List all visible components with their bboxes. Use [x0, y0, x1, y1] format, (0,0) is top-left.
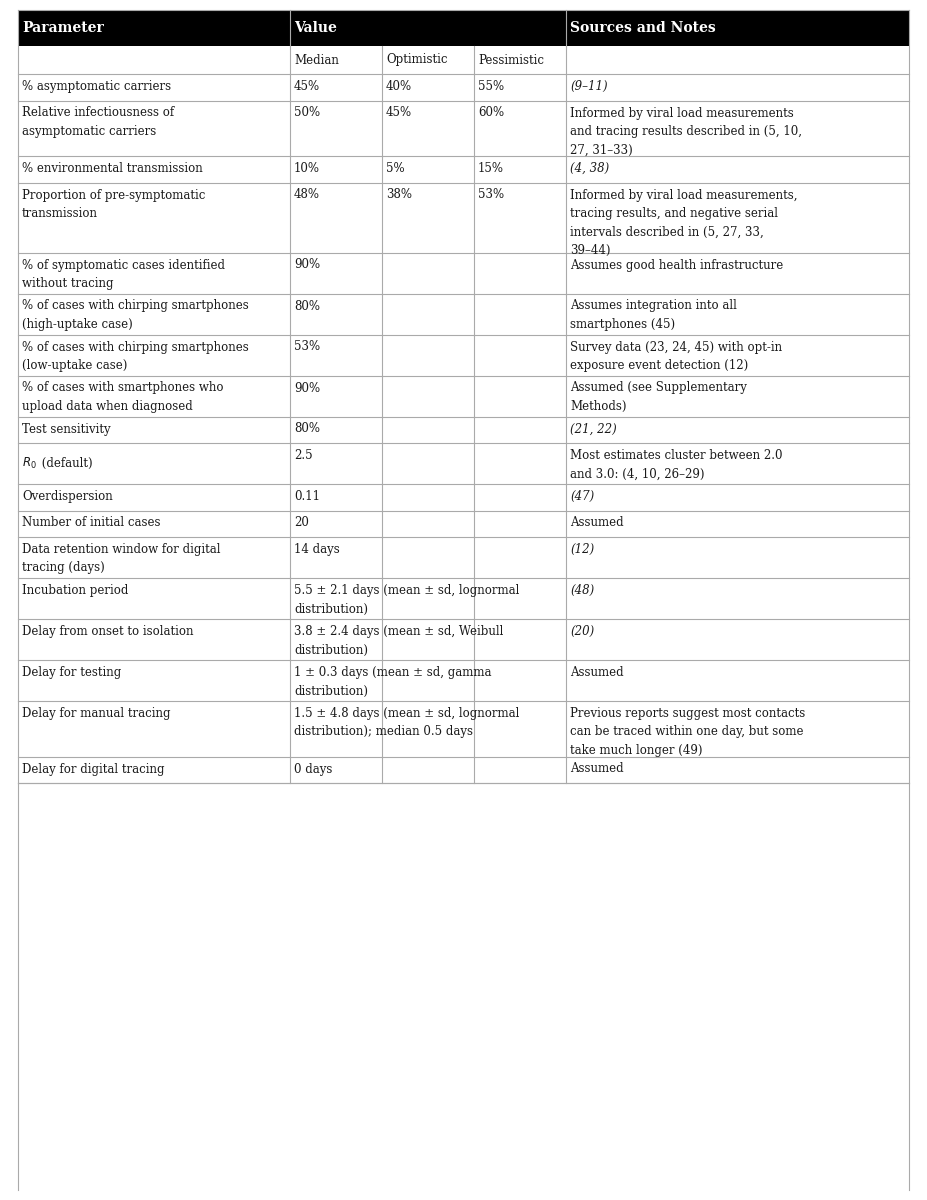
Bar — [18, 252, 909, 294]
Text: Survey data (23, 24, 45) with opt-in
exposure event detection (12): Survey data (23, 24, 45) with opt-in exp… — [570, 341, 782, 372]
Text: 2.5: 2.5 — [294, 449, 312, 462]
Text: 0.11: 0.11 — [294, 490, 320, 503]
Text: Incubation period: Incubation period — [22, 584, 128, 596]
Text: Delay from onset to isolation: Delay from onset to isolation — [22, 625, 194, 638]
Text: Assumes good health infrastructure: Assumes good health infrastructure — [570, 258, 783, 271]
Text: 15%: 15% — [478, 162, 504, 175]
Text: Delay for testing: Delay for testing — [22, 666, 121, 679]
Text: (default): (default) — [38, 457, 93, 470]
Bar — [18, 660, 909, 701]
Text: % of cases with chirping smartphones
(high-uptake case): % of cases with chirping smartphones (hi… — [22, 300, 248, 331]
Text: Informed by viral load measurements,
tracing results, and negative serial
interv: Informed by viral load measurements, tra… — [570, 188, 797, 257]
Text: (21, 22): (21, 22) — [570, 422, 616, 436]
Bar — [18, 578, 909, 619]
Text: 0 days: 0 days — [294, 762, 333, 775]
Text: 3.8 ± 2.4 days (mean ± sd, Weibull
distribution): 3.8 ± 2.4 days (mean ± sd, Weibull distr… — [294, 625, 503, 656]
Text: (48): (48) — [570, 584, 594, 596]
Text: (9–11): (9–11) — [570, 80, 607, 92]
Text: (12): (12) — [570, 542, 594, 556]
Bar — [18, 701, 909, 756]
Text: 20: 20 — [294, 516, 309, 529]
Text: 45%: 45% — [294, 80, 320, 92]
Text: Assumes integration into all
smartphones (45): Assumes integration into all smartphones… — [570, 300, 737, 331]
Text: % of cases with smartphones who
upload data when diagnosed: % of cases with smartphones who upload d… — [22, 382, 223, 413]
Text: (47): (47) — [570, 490, 594, 503]
Text: Informed by viral load measurements
and tracing results described in (5, 10,
27,: Informed by viral load measurements and … — [570, 107, 802, 156]
Bar — [18, 156, 909, 182]
Text: 48%: 48% — [294, 188, 320, 202]
Text: $R_0$: $R_0$ — [22, 456, 37, 472]
Bar — [18, 484, 909, 510]
Text: 53%: 53% — [478, 188, 504, 202]
Text: Overdispersion: Overdispersion — [22, 490, 113, 503]
Text: 5.5 ± 2.1 days (mean ± sd, lognormal
distribution): 5.5 ± 2.1 days (mean ± sd, lognormal dis… — [294, 584, 519, 616]
Bar — [18, 294, 909, 335]
Text: 50%: 50% — [294, 107, 320, 120]
Text: Delay for digital tracing: Delay for digital tracing — [22, 762, 164, 775]
Text: Median: Median — [294, 54, 339, 66]
Bar — [18, 74, 909, 101]
Bar — [18, 510, 909, 538]
Bar — [18, 443, 909, 484]
Text: Data retention window for digital
tracing (days): Data retention window for digital tracin… — [22, 542, 221, 575]
Text: 60%: 60% — [478, 107, 504, 120]
Bar — [18, 416, 909, 443]
Text: 10%: 10% — [294, 162, 320, 175]
Text: (20): (20) — [570, 625, 594, 638]
Text: Delay for manual tracing: Delay for manual tracing — [22, 707, 171, 720]
Text: % of cases with chirping smartphones
(low-uptake case): % of cases with chirping smartphones (lo… — [22, 341, 248, 372]
Text: 45%: 45% — [386, 107, 413, 120]
Text: 14 days: 14 days — [294, 542, 340, 556]
Text: Relative infectiousness of
asymptomatic carriers: Relative infectiousness of asymptomatic … — [22, 107, 174, 138]
Bar — [18, 756, 909, 782]
Text: Parameter: Parameter — [22, 20, 104, 35]
Text: 90%: 90% — [294, 258, 320, 271]
Text: (4, 38): (4, 38) — [570, 162, 609, 175]
Text: 55%: 55% — [478, 80, 504, 92]
Text: 40%: 40% — [386, 80, 413, 92]
Text: 1.5 ± 4.8 days (mean ± sd, lognormal
distribution); median 0.5 days: 1.5 ± 4.8 days (mean ± sd, lognormal dis… — [294, 707, 519, 738]
Text: 5%: 5% — [386, 162, 404, 175]
Text: Proportion of pre-symptomatic
transmission: Proportion of pre-symptomatic transmissi… — [22, 188, 206, 220]
Bar — [18, 101, 909, 156]
Text: Value: Value — [294, 20, 337, 35]
Text: Assumed: Assumed — [570, 666, 624, 679]
Text: Assumed: Assumed — [570, 762, 624, 775]
Text: 38%: 38% — [386, 188, 412, 202]
Text: 1 ± 0.3 days (mean ± sd, gamma
distribution): 1 ± 0.3 days (mean ± sd, gamma distribut… — [294, 666, 491, 697]
Bar — [18, 376, 909, 416]
Text: 53%: 53% — [294, 341, 320, 354]
Text: % environmental transmission: % environmental transmission — [22, 162, 203, 175]
Bar — [18, 619, 909, 660]
Bar — [18, 10, 909, 46]
Text: Pessimistic: Pessimistic — [478, 54, 544, 66]
Text: Number of initial cases: Number of initial cases — [22, 516, 160, 529]
Text: 80%: 80% — [294, 300, 320, 312]
Text: Previous reports suggest most contacts
can be traced within one day, but some
ta: Previous reports suggest most contacts c… — [570, 707, 806, 757]
Text: % asymptomatic carriers: % asymptomatic carriers — [22, 80, 171, 92]
Text: Assumed (see Supplementary
Methods): Assumed (see Supplementary Methods) — [570, 382, 747, 413]
Text: Test sensitivity: Test sensitivity — [22, 422, 110, 436]
Text: 90%: 90% — [294, 382, 320, 395]
Text: Most estimates cluster between 2.0
and 3.0: (4, 10, 26–29): Most estimates cluster between 2.0 and 3… — [570, 449, 782, 480]
Text: Assumed: Assumed — [570, 516, 624, 529]
Text: Sources and Notes: Sources and Notes — [570, 20, 716, 35]
Text: 80%: 80% — [294, 422, 320, 436]
Bar — [18, 46, 909, 74]
Bar — [18, 335, 909, 376]
Text: Optimistic: Optimistic — [386, 54, 448, 66]
Bar — [18, 538, 909, 578]
Bar — [18, 182, 909, 252]
Text: % of symptomatic cases identified
without tracing: % of symptomatic cases identified withou… — [22, 258, 225, 290]
